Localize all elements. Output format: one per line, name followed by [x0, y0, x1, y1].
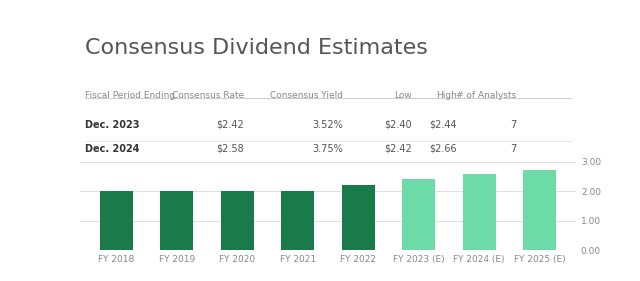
- Text: Consensus Yield: Consensus Yield: [270, 91, 343, 100]
- Text: # of Analysts: # of Analysts: [456, 91, 516, 100]
- Text: $2.66: $2.66: [429, 144, 457, 154]
- Text: Low: Low: [395, 91, 412, 100]
- Text: $2.90: $2.90: [429, 168, 457, 178]
- Text: $2.58: $2.58: [216, 144, 244, 154]
- Bar: [221, 191, 254, 250]
- Text: Consensus Rate: Consensus Rate: [172, 91, 244, 100]
- Text: $2.40: $2.40: [385, 119, 412, 130]
- Text: Dec. 2024: Dec. 2024: [85, 144, 140, 154]
- Bar: [523, 170, 556, 250]
- Text: 7: 7: [510, 144, 516, 154]
- Text: Dec. 2023: Dec. 2023: [85, 119, 140, 130]
- Text: Dec. 2025: Dec. 2025: [85, 168, 140, 178]
- Text: $2.44: $2.44: [429, 119, 457, 130]
- Text: Consensus Dividend Estimates: Consensus Dividend Estimates: [85, 38, 428, 58]
- Bar: [160, 191, 193, 250]
- Text: 3.97%: 3.97%: [312, 168, 343, 178]
- Text: High: High: [436, 91, 457, 100]
- Bar: [402, 179, 435, 250]
- Bar: [342, 185, 375, 250]
- Text: $2.42: $2.42: [385, 168, 412, 178]
- Text: $2.73: $2.73: [216, 168, 244, 178]
- Bar: [463, 174, 496, 250]
- Text: $2.42: $2.42: [385, 144, 412, 154]
- Bar: [100, 191, 133, 250]
- Legend: Dividend Actual, Dividend Estimate: Dividend Actual, Dividend Estimate: [347, 167, 566, 185]
- Text: Fiscal Period Ending: Fiscal Period Ending: [85, 91, 175, 100]
- Text: 5: 5: [510, 168, 516, 178]
- Text: 7: 7: [510, 119, 516, 130]
- Bar: [281, 191, 314, 250]
- Text: 3.52%: 3.52%: [312, 119, 343, 130]
- Text: $2.42: $2.42: [216, 119, 244, 130]
- Text: 3.75%: 3.75%: [312, 144, 343, 154]
